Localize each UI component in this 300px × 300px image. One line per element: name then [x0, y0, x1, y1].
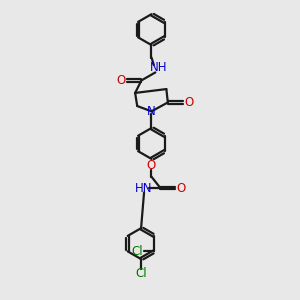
- Text: N: N: [147, 105, 156, 118]
- Text: NH: NH: [150, 61, 167, 74]
- Text: Cl: Cl: [132, 245, 143, 258]
- Text: O: O: [177, 182, 186, 194]
- Text: O: O: [184, 96, 193, 109]
- Text: Cl: Cl: [135, 267, 147, 280]
- Text: O: O: [147, 159, 156, 172]
- Text: HN: HN: [134, 182, 152, 194]
- Text: O: O: [116, 74, 126, 87]
